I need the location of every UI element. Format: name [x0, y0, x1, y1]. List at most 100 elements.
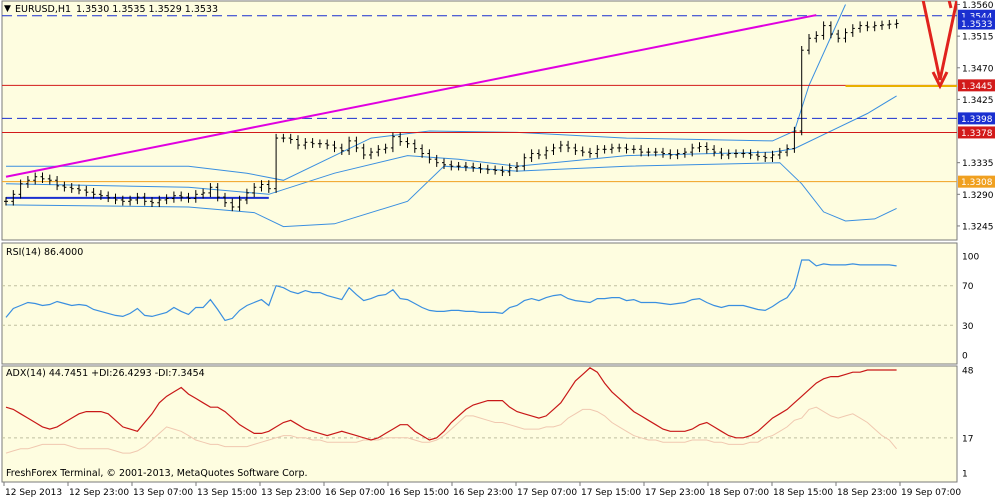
- rsi-axis-label: 100: [962, 253, 979, 263]
- time-axis-label: 13 Sep 23:00: [261, 488, 321, 498]
- price-bar: [390, 132, 395, 153]
- price-bar: [266, 180, 271, 193]
- time-axis-label: 13 Sep 07:00: [133, 488, 193, 498]
- price-bar: [573, 143, 578, 155]
- price-bar: [40, 172, 45, 184]
- price-bar: [369, 147, 373, 160]
- bollinger-upper-line: [6, 4, 846, 181]
- price-bar: [566, 140, 571, 153]
- price-bar: [748, 149, 753, 160]
- price-bar: [420, 144, 425, 158]
- price-bar: [719, 147, 724, 160]
- price-bar: [522, 153, 527, 171]
- price-bar: [296, 135, 300, 150]
- price-bar: [646, 147, 651, 157]
- price-bar: [77, 184, 81, 195]
- price-bar: [193, 190, 198, 203]
- adx-axis-label: 17: [962, 434, 973, 444]
- arrow-fragment: [947, 1, 953, 9]
- price-bar: [763, 152, 768, 162]
- price-bar: [807, 34, 811, 55]
- price-bar: [609, 143, 614, 154]
- price-bar: [325, 139, 330, 150]
- price-bar: [398, 132, 403, 146]
- price-bar: [215, 183, 220, 202]
- price-bar: [223, 192, 227, 207]
- price-bar: [478, 163, 483, 174]
- price-bar: [675, 149, 680, 160]
- price-bar: [98, 190, 103, 200]
- price-bar: [18, 179, 23, 199]
- price-bar: [237, 195, 242, 212]
- down-arrow-annotation: [921, 1, 957, 81]
- price-bar: [128, 195, 133, 206]
- price-bar: [25, 176, 30, 188]
- price-bar: [47, 174, 52, 185]
- triangle-down-icon[interactable]: ▼: [4, 4, 11, 14]
- price-bar: [624, 143, 629, 154]
- price-bar: [471, 162, 476, 172]
- price-bar: [690, 143, 695, 157]
- price-axis-label: 1.3470: [962, 64, 994, 74]
- price-bar: [361, 143, 366, 160]
- time-axis-label: 18 Sep 15:00: [773, 488, 833, 498]
- price-box-1-3544-label: 1.3544: [961, 12, 993, 22]
- price-bar: [55, 176, 60, 191]
- price-bar: [434, 154, 439, 167]
- price-bar: [668, 149, 673, 160]
- price-bar: [872, 21, 877, 32]
- time-axis-label: 12 Sep 23:00: [69, 488, 129, 498]
- adx-title: ADX(14) 44.7451 +DI:26.4293 -DI:7.3454: [6, 368, 205, 379]
- price-bar: [4, 197, 8, 206]
- adx-panel: [2, 367, 957, 454]
- price-bar: [639, 145, 644, 157]
- time-axis-label: 13 Sep 15:00: [197, 488, 257, 498]
- time-axis-label: 17 Sep 23:00: [645, 488, 705, 498]
- price-bar: [33, 172, 38, 185]
- price-axis-label: 1.3515: [962, 33, 994, 43]
- price-bar: [843, 28, 848, 43]
- price-bar: [252, 183, 257, 198]
- trendline: [5, 14, 817, 178]
- price-bar: [157, 195, 162, 207]
- adx-panel-bg: [1, 365, 958, 483]
- price-bar: [274, 133, 279, 193]
- rsi-panel-bg: [1, 242, 958, 365]
- time-axis-label: 18 Sep 23:00: [837, 488, 897, 498]
- price-box-1-3533: [958, 17, 995, 30]
- price-axis-label: 1.3245: [962, 222, 994, 232]
- price-bar: [880, 20, 884, 30]
- rsi-axis-label: 70: [962, 282, 974, 292]
- price-bar: [171, 191, 176, 203]
- price-bar: [887, 19, 892, 30]
- time-axis-label: 16 Sep 23:00: [453, 488, 513, 498]
- price-bar: [186, 192, 191, 203]
- price-axis-label: 1.3560: [962, 1, 994, 11]
- price-bar: [405, 137, 410, 148]
- price-box-1-3378: [958, 126, 995, 139]
- price-bar: [712, 145, 717, 157]
- price-bar: [558, 140, 563, 153]
- price-bar: [339, 143, 344, 155]
- copyright-footer: FreshForex Terminal, © 2001-2013, MetaQu…: [6, 468, 308, 479]
- price-panel: [2, 1, 957, 228]
- adx-axis-label: 1: [962, 469, 968, 479]
- price-bar: [792, 126, 797, 153]
- adx-axis-label: 48: [962, 367, 974, 377]
- price-bar: [500, 166, 505, 177]
- price-bar: [150, 197, 154, 207]
- rsi-title: RSI(14) 86.4000: [6, 247, 83, 258]
- symbol-label: EURUSD,H1: [15, 4, 71, 15]
- price-bar: [697, 142, 702, 153]
- price-bar: [631, 145, 636, 154]
- di-line: [5, 406, 897, 454]
- price-bar: [208, 183, 213, 198]
- panel-backgrounds: [1, 0, 958, 483]
- price-bar: [317, 139, 322, 148]
- price-box-1-3378-label: 1.3378: [961, 129, 993, 139]
- price-bar: [230, 198, 235, 212]
- price-bar: [259, 180, 264, 192]
- price-bar: [595, 145, 600, 158]
